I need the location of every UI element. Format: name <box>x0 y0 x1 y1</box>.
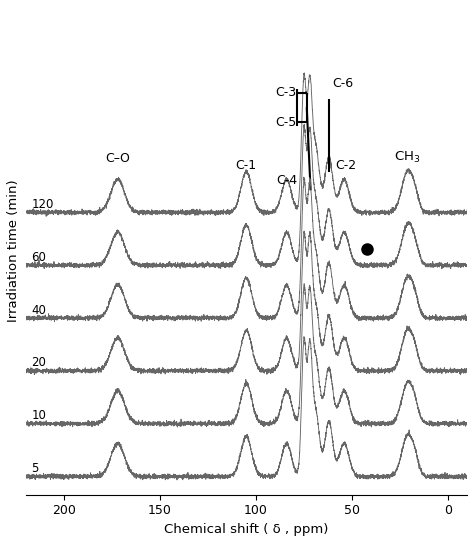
Text: C-5: C-5 <box>275 116 296 129</box>
Y-axis label: Irradiation time (min): Irradiation time (min) <box>7 180 20 322</box>
Text: 40: 40 <box>31 304 46 317</box>
Text: 5: 5 <box>31 462 39 475</box>
Text: 20: 20 <box>31 356 46 369</box>
Text: 60: 60 <box>31 251 46 264</box>
Text: C-1: C-1 <box>236 159 257 172</box>
Text: C–O: C–O <box>105 151 130 165</box>
Text: 120: 120 <box>31 198 54 211</box>
Text: C-4: C-4 <box>276 174 297 187</box>
Text: C-3: C-3 <box>275 86 296 99</box>
Text: CH$_3$: CH$_3$ <box>394 149 421 165</box>
X-axis label: Chemical shift ( δ , ppm): Chemical shift ( δ , ppm) <box>164 523 328 536</box>
Text: C-2: C-2 <box>336 159 356 172</box>
Text: 10: 10 <box>31 409 46 422</box>
Text: C-6: C-6 <box>333 77 354 90</box>
